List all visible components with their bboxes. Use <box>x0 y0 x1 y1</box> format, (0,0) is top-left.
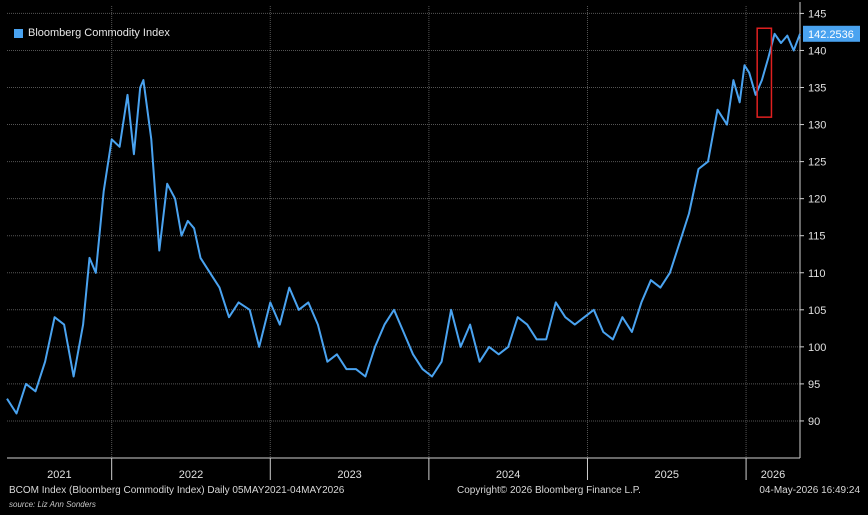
highlight-box <box>756 27 773 118</box>
last-value-badge <box>803 25 860 42</box>
y-tick-label: 135 <box>808 83 826 95</box>
axes: 90 95 100 105 110 115 120 125 130 135 140 145 2021 20… <box>7 2 860 481</box>
series-line-bloomberg-commodity-index <box>6 32 801 415</box>
last-value-label: 142.2536 <box>808 29 854 41</box>
x-tick-label: 2022 <box>179 469 203 481</box>
legend-label: Bloomberg Commodity Index <box>28 27 170 39</box>
series-area <box>6 32 801 415</box>
footer-source: source: Liz Ann Sonders <box>9 500 96 509</box>
x-tick-label: 2026 <box>761 469 785 481</box>
footer-timestamp: 04-May-2026 16:49:24 <box>759 485 860 496</box>
legend-swatch <box>14 28 23 38</box>
x-tick-label: 2023 <box>337 469 361 481</box>
x-tick-label: 2021 <box>47 469 71 481</box>
y-tick-label: 120 <box>808 194 826 206</box>
y-tick-label: 100 <box>808 342 826 354</box>
y-tick-label: 115 <box>808 231 826 243</box>
y-tick-label: 110 <box>808 268 826 280</box>
x-tick-label: 2025 <box>655 469 679 481</box>
y-tick-label: 125 <box>808 157 826 169</box>
footer-copyright: Copyright© 2026 Bloomberg Finance L.P. <box>457 485 641 496</box>
y-tick-label: 105 <box>808 305 826 317</box>
gridlines <box>7 6 800 458</box>
y-tick-label: 145 <box>808 8 826 20</box>
annotations <box>756 27 773 118</box>
y-tick-label: 95 <box>808 379 820 391</box>
x-tick-label: 2024 <box>496 469 520 481</box>
y-tick-label: 90 <box>808 416 820 428</box>
y-tick-label: 130 <box>808 120 826 132</box>
y-tick-label: 140 <box>808 45 826 57</box>
footer-description: BCOM Index (Bloomberg Commodity Index) D… <box>9 485 345 496</box>
legend: Bloomberg Commodity Index <box>14 27 170 39</box>
